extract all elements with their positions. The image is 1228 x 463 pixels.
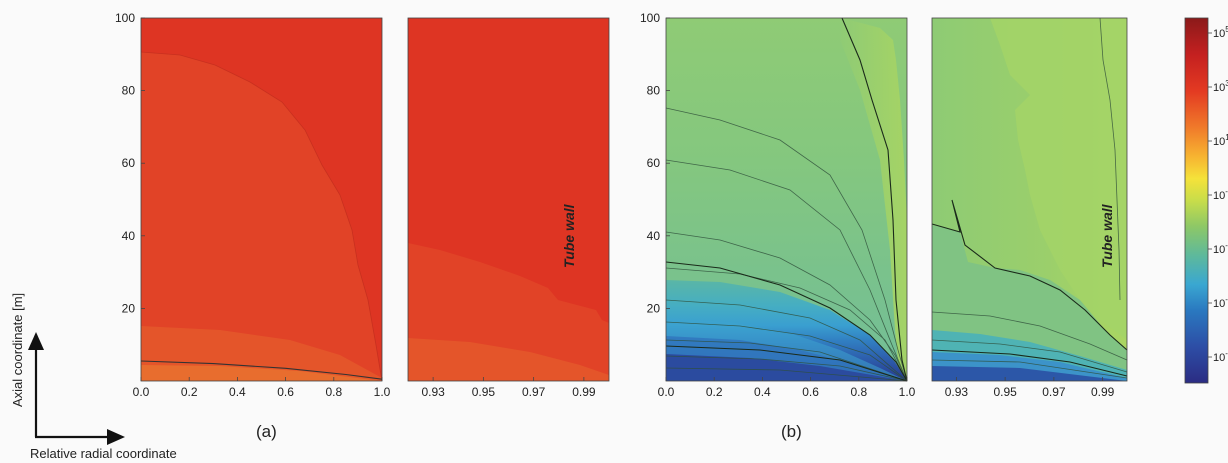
x-tick-label: 0.97 <box>522 385 546 399</box>
panel-b-zoom-contours-dark <box>931 199 1128 377</box>
x-tick-label: 0.97 <box>1042 385 1066 399</box>
colorbar-tick-exp: 3 <box>1225 79 1228 88</box>
panel-a-main-region-mid <box>141 52 382 381</box>
panel-a-main-region-bottom <box>141 365 382 381</box>
panel-label-b: (b) <box>781 422 802 441</box>
panel-b-main-contours <box>665 107 908 382</box>
panel-b-zoom-frame <box>931 17 1128 382</box>
y-tick-label: 100 <box>640 11 660 25</box>
x-tick-label: 0.6 <box>802 385 819 399</box>
colorbar-tick-exp: -7 <box>1225 349 1228 358</box>
panel-b-main-edge-region <box>840 18 907 381</box>
panel-a-zoom <box>407 17 610 382</box>
x-tick-label: 0.8 <box>850 385 867 399</box>
colorbar-tick-exp: -3 <box>1225 241 1228 250</box>
x-tick-label: 0.2 <box>706 385 723 399</box>
colorbar-tick-label: 10-1 <box>1213 187 1228 202</box>
y-tick-label: 80 <box>122 84 136 98</box>
x-tick-label: 0.93 <box>421 385 445 399</box>
y-tick-label: 40 <box>122 229 136 243</box>
colorbar-tick-base: 10 <box>1213 352 1225 364</box>
panel-b-zoom-upper-region <box>932 18 1127 340</box>
panel-b-zoom <box>931 17 1128 382</box>
colorbar-tick-base: 10 <box>1213 136 1225 148</box>
x-tick-label: 0.93 <box>945 385 969 399</box>
y-tick-label: 40 <box>647 229 661 243</box>
x-axis-label: Relative radial coordinate <box>30 446 177 461</box>
colorbar-tick-label: 103 <box>1213 79 1228 94</box>
colorbar-tick-exp: -1 <box>1225 187 1228 196</box>
colorbar-tick-label: 105 <box>1213 25 1228 40</box>
panel-b-main <box>665 17 908 382</box>
x-tick-label: 0.0 <box>658 385 675 399</box>
x-tick-label: 0.6 <box>277 385 294 399</box>
panel-a-zoom-frame <box>407 17 610 382</box>
colorbar-tick-base: 10 <box>1213 244 1225 256</box>
colorbar-tick-label: 10-7 <box>1213 349 1228 364</box>
y-axis-arrowhead <box>28 332 44 350</box>
x-tick-label: 0.8 <box>325 385 342 399</box>
x-tick-label: 0.99 <box>1091 385 1115 399</box>
axis-arrows <box>28 332 125 445</box>
panel-a-main-boundary <box>140 51 383 382</box>
colorbar-tick-exp: 5 <box>1225 25 1228 34</box>
generated-axes: 20 40 60 80 100 0.0 0.2 0.4 0.6 0.8 1.0 0.93 0.95 0.9… <box>115 11 1115 399</box>
contour-line <box>140 360 383 380</box>
colorbar-tick-exp: -5 <box>1225 295 1228 304</box>
x-tick-label: 0.95 <box>993 385 1017 399</box>
panel-a-main-frame <box>140 17 383 382</box>
panel-label-a: (a) <box>256 422 277 441</box>
colorbar-gradient <box>1184 17 1209 384</box>
y-axis-label: Axial coordinate [m] <box>10 293 25 407</box>
x-tick-label: 1.0 <box>374 385 391 399</box>
y-tick-label: 60 <box>647 156 661 170</box>
x-tick-label: 0.0 <box>133 385 150 399</box>
tube-wall-label-b: Tube wall <box>1099 203 1115 268</box>
panel-b-zoom-band-2 <box>932 366 1127 381</box>
y-tick-label: 60 <box>122 156 136 170</box>
panel-b-main-band-3 <box>666 354 907 381</box>
panel-b-zoom-contours <box>931 17 1128 379</box>
y-tick-label: 100 <box>115 11 135 25</box>
x-tick-label: 0.4 <box>229 385 246 399</box>
colorbar-tick-label: 10-3 <box>1213 241 1228 256</box>
y-tick-label: 80 <box>647 84 661 98</box>
colorbar-tick-base: 10 <box>1213 82 1225 94</box>
y-tick-label: 20 <box>122 301 136 315</box>
x-tick-label: 0.4 <box>754 385 771 399</box>
colorbar-tick-exp: 1 <box>1225 133 1228 142</box>
x-tick-label: 0.95 <box>472 385 496 399</box>
x-tick-label: 0.99 <box>572 385 596 399</box>
tube-wall-label-a: Tube wall <box>561 203 577 268</box>
x-axis-arrowhead <box>107 429 125 445</box>
panel-b-main-frame <box>665 17 908 382</box>
colorbar-tick-base: 10 <box>1213 298 1225 310</box>
colorbar-tick-base: 10 <box>1213 190 1225 202</box>
colorbar-tick-label: 10-5 <box>1213 295 1228 310</box>
panel-a-zoom-region-lower <box>408 338 609 381</box>
x-tick-label: 1.0 <box>899 385 916 399</box>
y-tick-label: 20 <box>647 301 661 315</box>
x-tick-label: 0.2 <box>181 385 198 399</box>
colorbar-tick-base: 10 <box>1213 28 1225 40</box>
panel-b-main-contours-dark <box>665 17 908 382</box>
panel-a-main <box>140 17 383 382</box>
colorbar-tick-label: 101 <box>1213 133 1228 148</box>
